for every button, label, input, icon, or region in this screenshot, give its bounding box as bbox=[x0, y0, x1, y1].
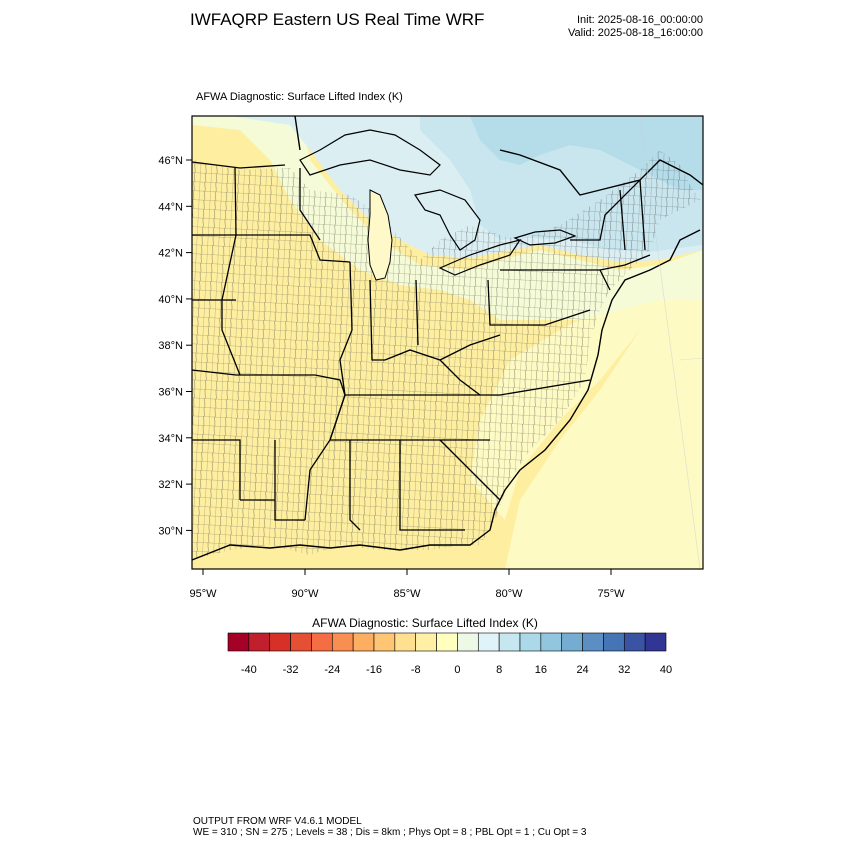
colorbar-tick-label: -24 bbox=[324, 664, 340, 676]
lon-label: 90°W bbox=[291, 588, 319, 600]
colorbar-swatch bbox=[331, 632, 354, 652]
colorbar-title: AFWA Diagnostic: Surface Lifted Index (K… bbox=[312, 616, 538, 630]
valid-time: Valid: 2025-08-18_16:00:00 bbox=[568, 27, 703, 39]
footer-model-line: OUTPUT FROM WRF V4.6.1 MODEL bbox=[193, 816, 362, 827]
lake-erie bbox=[438, 239, 522, 276]
colorbar-swatch bbox=[415, 632, 437, 652]
colorbar-swatch bbox=[436, 632, 458, 652]
colorbar-tick-label: -32 bbox=[283, 664, 299, 676]
longitude-axis: 95°W 90°W 85°W 80°W 75°W bbox=[189, 569, 625, 600]
lon-label: 80°W bbox=[495, 588, 523, 600]
lat-label: 34°N bbox=[158, 433, 183, 445]
lat-label: 38°N bbox=[158, 340, 183, 352]
colorbar-tick-label: 40 bbox=[660, 664, 672, 676]
colorbar-swatch bbox=[227, 632, 250, 652]
colorbar-swatch bbox=[457, 632, 479, 652]
colorbar-swatch bbox=[373, 632, 396, 652]
graticule bbox=[639, 116, 703, 569]
latitude-axis: 46°N 44°N 42°N 40°N 38°N 36°N 34°N 32°N 30°N bbox=[158, 155, 192, 537]
colorbar-tick-label: -40 bbox=[241, 664, 257, 676]
colorbar-tick-label: 24 bbox=[576, 664, 588, 676]
colorbar-swatch bbox=[582, 632, 604, 652]
colorbar-swatch bbox=[603, 632, 625, 652]
colorbar-swatch bbox=[540, 632, 563, 652]
colorbar-swatch bbox=[352, 632, 375, 652]
lake-ontario bbox=[513, 229, 577, 246]
lat-label: 30°N bbox=[158, 525, 183, 537]
lat-label: 44°N bbox=[158, 201, 183, 213]
map-border bbox=[191, 115, 704, 570]
lat-label: 32°N bbox=[158, 479, 183, 491]
colorbar-swatch bbox=[248, 632, 271, 652]
colorbar-tick-label: 16 bbox=[535, 664, 547, 676]
lon-label: 95°W bbox=[189, 588, 217, 600]
map-subtitle: AFWA Diagnostic: Surface Lifted Index (K… bbox=[196, 91, 403, 103]
colorbar-swatch bbox=[644, 632, 667, 652]
init-time: Init: 2025-08-16_00:00:00 bbox=[577, 14, 703, 26]
colorbar-swatch bbox=[623, 632, 646, 652]
colorbar-tick-label: -16 bbox=[366, 664, 382, 676]
colorbar-swatch bbox=[498, 632, 521, 652]
field-ocean-southeast bbox=[570, 400, 703, 569]
colorbar-swatch bbox=[290, 632, 312, 652]
colorbar-tick-label: -8 bbox=[411, 664, 421, 676]
colorbar-swatch bbox=[519, 632, 542, 652]
map-frame-content bbox=[192, 116, 703, 569]
lake-michigan bbox=[367, 189, 393, 281]
colorbar-swatch bbox=[561, 632, 583, 652]
canada-border bbox=[294, 116, 703, 196]
lat-label: 40°N bbox=[158, 294, 183, 306]
lat-label: 36°N bbox=[158, 387, 183, 399]
lat-label: 46°N bbox=[158, 155, 183, 167]
footer-config-line: WE = 310 ; SN = 275 ; Levels = 38 ; Dis … bbox=[193, 827, 587, 838]
lake-superior bbox=[299, 129, 441, 176]
lake-huron bbox=[414, 189, 481, 251]
lon-label: 75°W bbox=[597, 588, 625, 600]
field-stable-mid-east bbox=[470, 260, 703, 520]
lat-label: 42°N bbox=[158, 248, 183, 260]
colorbar-tick-label: 32 bbox=[618, 664, 630, 676]
colorbar-swatch bbox=[269, 632, 291, 652]
colorbar-swatch bbox=[477, 632, 500, 652]
state-borders bbox=[192, 161, 651, 531]
colorbar-swatch bbox=[311, 632, 333, 652]
colorbar-swatch bbox=[394, 632, 417, 652]
colorbar-tick-label: 8 bbox=[496, 664, 502, 676]
coastline bbox=[192, 229, 701, 561]
colorbar: -40 -32 -24 -16 -8 0 8 16 24 32 40 bbox=[227, 632, 672, 676]
lon-label: 85°W bbox=[393, 588, 421, 600]
colorbar-tick-label: 0 bbox=[454, 664, 460, 676]
page-title: IWFAQRP Eastern US Real Time WRF bbox=[190, 10, 485, 29]
